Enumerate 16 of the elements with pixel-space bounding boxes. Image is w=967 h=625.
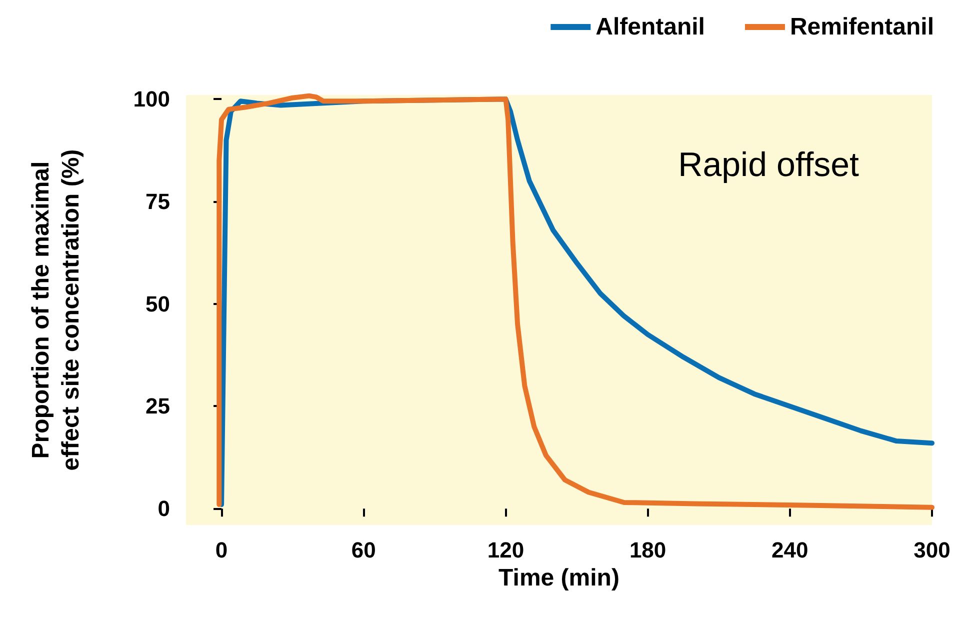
x-tick-label: 0 (215, 538, 228, 562)
y-tick-label: 100 (133, 86, 170, 112)
y-tick-label: 50 (146, 291, 170, 316)
annotation: Rapid offset (678, 146, 860, 184)
x-tick-label: 240 (772, 538, 808, 562)
x-tick-label: 180 (629, 538, 666, 562)
legend-label: Remifentanil (790, 14, 934, 40)
y-tick-label: 0 (158, 496, 170, 522)
y-axis-title: Proportion of the maximal effect site concentration (%) (28, 149, 84, 471)
x-tick-label: 300 (914, 538, 950, 562)
x-tick-label: 120 (487, 538, 524, 562)
legend-label: Alfentanil (596, 14, 705, 40)
y-tick-label: 25 (146, 394, 170, 419)
x-axis-title: Time (min) (498, 564, 620, 592)
x-tick-label: 60 (351, 538, 376, 562)
y-tick-label: 75 (146, 188, 170, 214)
